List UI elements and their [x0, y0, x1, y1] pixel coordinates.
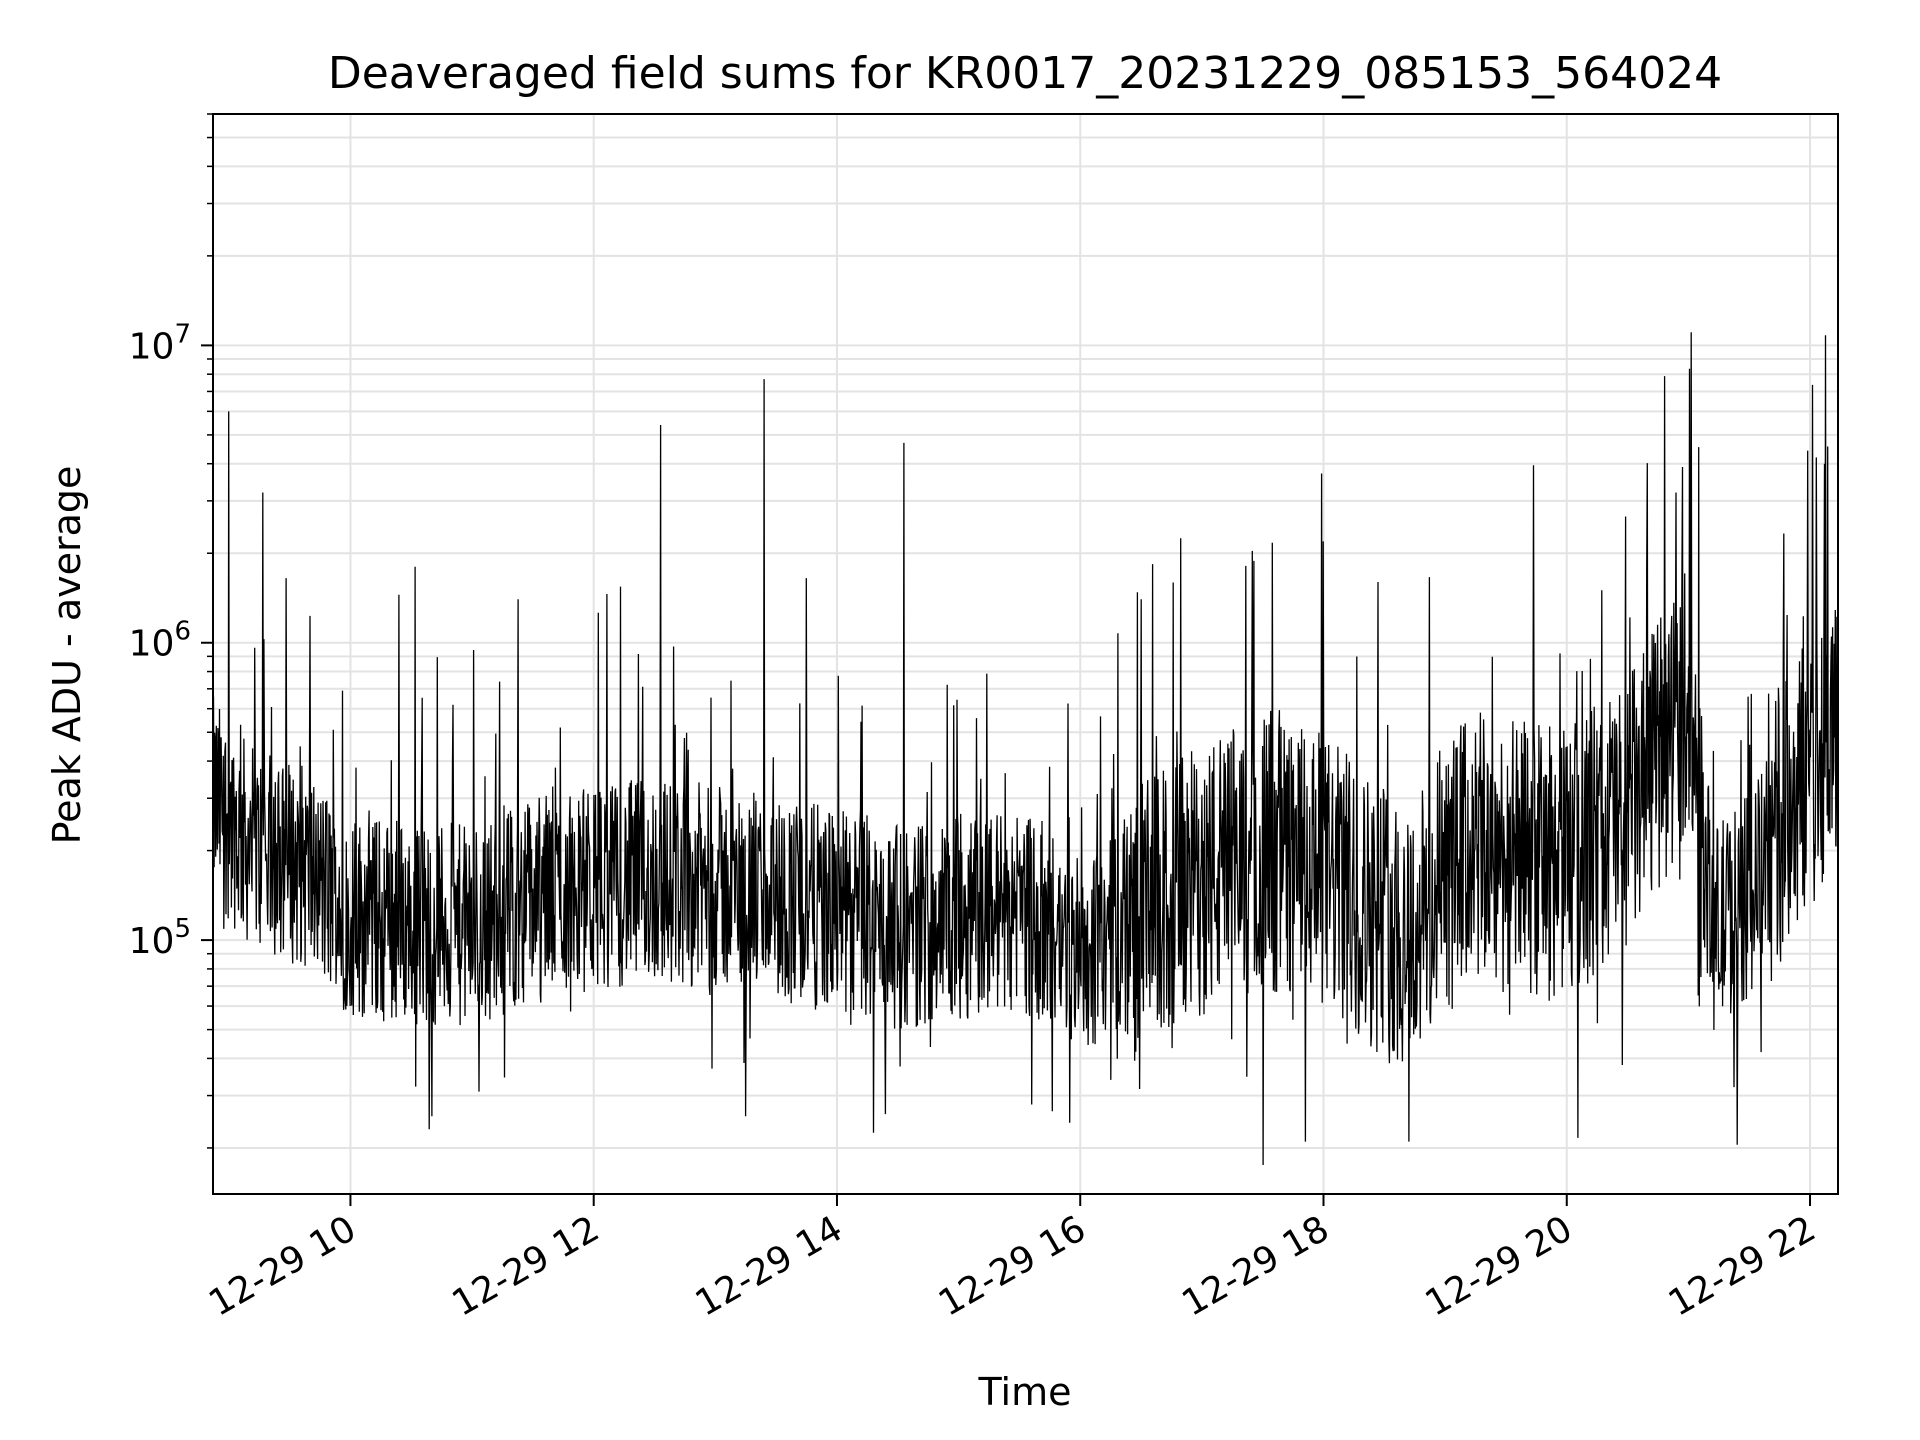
y-axis-label: Peak ADU - average [45, 466, 89, 845]
chart-title: Deaveraged field sums for KR0017_2023122… [328, 48, 1722, 99]
series-peak-adu [212, 332, 1839, 1166]
y-tick-label: 107 [129, 319, 191, 367]
x-axis-label: Time [978, 1370, 1072, 1414]
plot-frame [212, 113, 1839, 1195]
y-tick-label: 106 [129, 617, 191, 665]
y-tick-label: 105 [129, 914, 191, 962]
y-axis-ticks: 105 106 107 [129, 113, 213, 1149]
series-line [212, 332, 1839, 1166]
